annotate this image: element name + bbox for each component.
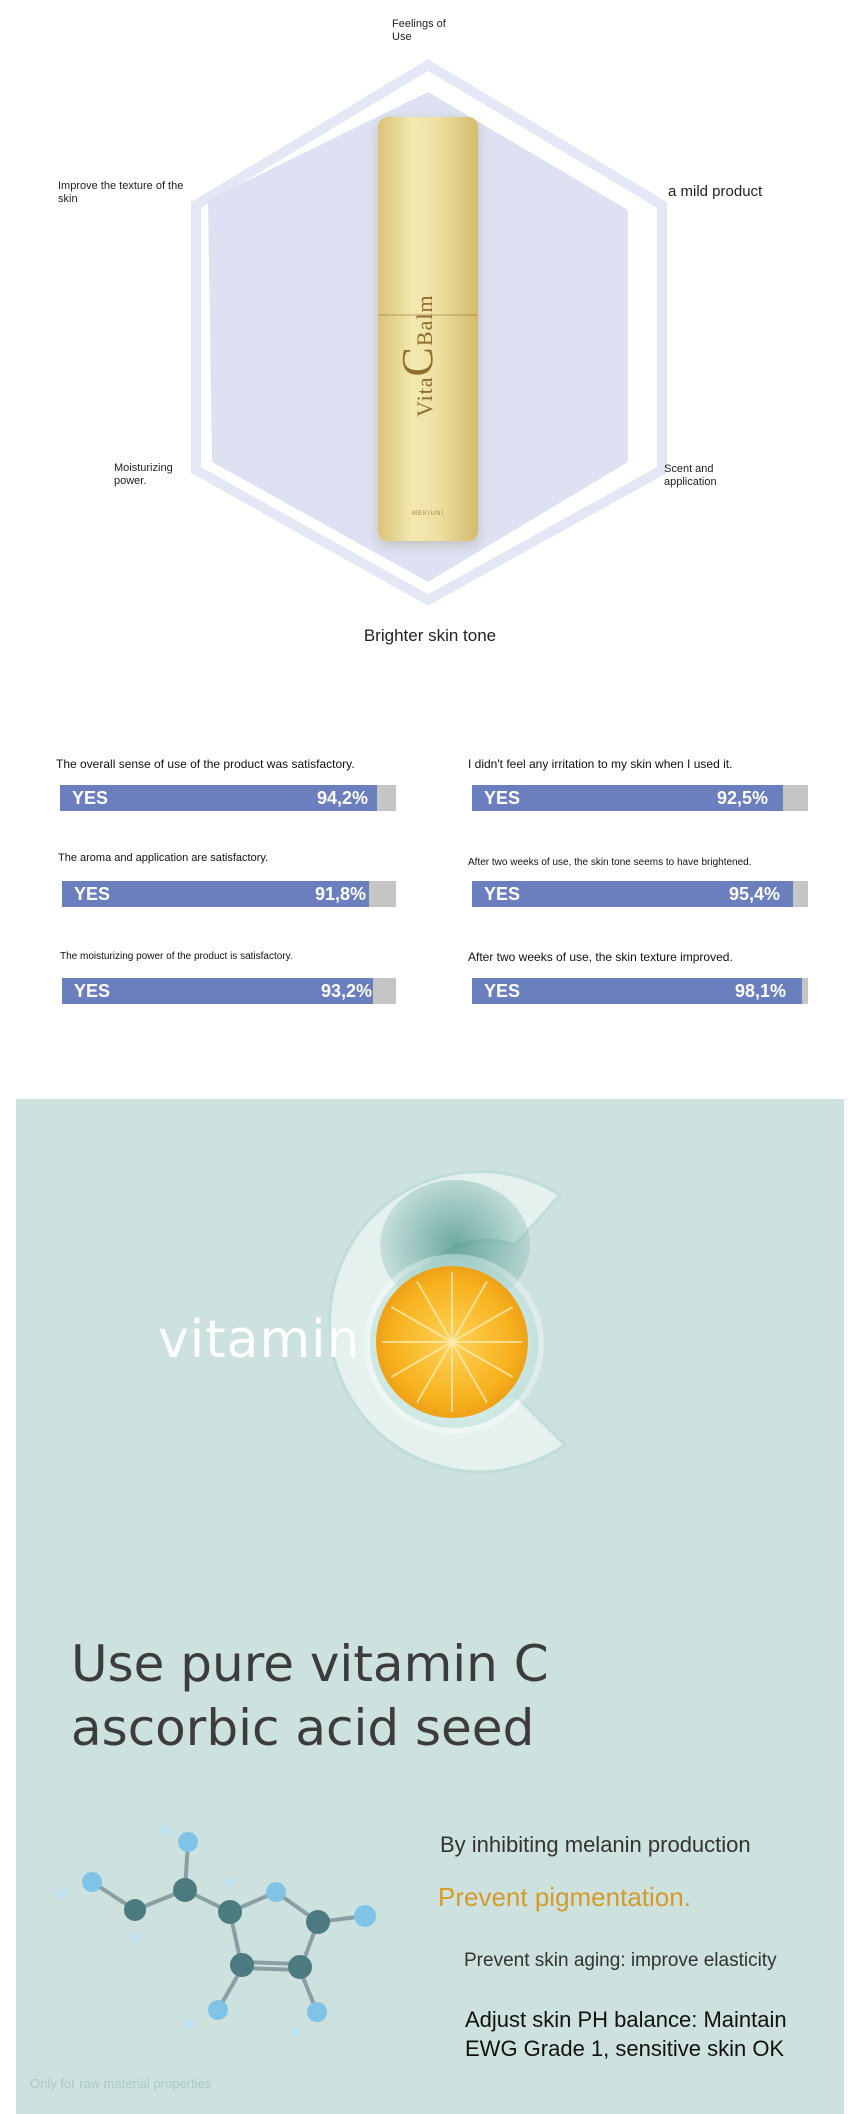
radar-label-bottom: Brighter skin tone: [363, 626, 497, 645]
survey-question-3: The aroma and application are satisfacto…: [58, 852, 269, 864]
product-brand: MEKIUNI: [411, 511, 444, 517]
survey-bar-fill-1: [60, 785, 377, 811]
product-name: VitaCBalm: [392, 294, 443, 417]
benefit-prevent-pigmentation: Prevent pigmentation.: [438, 1882, 691, 1912]
vitamin-headline: Use pure vitamin C ascorbic acid seed: [71, 1632, 549, 1760]
survey-answer-6: YES: [484, 981, 521, 1001]
survey-bar-fill-5: [62, 978, 374, 1004]
survey-question-6: After two weeks of use, the skin texture…: [468, 950, 733, 964]
survey-answer-1: YES: [72, 788, 109, 808]
benefit-prevent-aging: Prevent skin aging: improve elasticity: [464, 1950, 777, 1971]
survey-answer-2: YES: [484, 788, 521, 808]
ascorbic-acid-molecule-icon: [57, 1825, 376, 2037]
survey-bar-fill-2: [472, 785, 783, 811]
raw-material-caption: Only for raw material properties: [30, 2076, 212, 2091]
product-name-c: C: [393, 346, 442, 377]
headline-line-1: Use pure vitamin C: [71, 1635, 549, 1693]
survey-percent-5: 93,2%: [320, 981, 372, 1001]
survey-answer-5: YES: [74, 981, 111, 1001]
radar-label-top: Feelings of Use: [392, 18, 446, 43]
oxygen-atom: [82, 1872, 102, 1892]
survey-bar-fill-6: [472, 978, 802, 1004]
survey-bar-4: YES 95,4%: [472, 881, 808, 907]
survey-bar-1: YES 94,2%: [60, 785, 396, 811]
tube-cap-seam: [378, 314, 478, 316]
survey-question-5: The moisturizing power of the product is…: [60, 951, 293, 962]
radar-section: VitaCBalm MEKIUNI Feelings of Use a mild…: [0, 0, 860, 680]
survey-bar-6: YES 98,1%: [472, 978, 808, 1004]
radar-label-lower-right: Scent and application: [664, 463, 717, 488]
radar-label-right: a mild product: [668, 183, 763, 200]
survey-answer-4: YES: [484, 884, 521, 904]
radar-label-lower-left: Moisturizing power.: [114, 462, 173, 487]
survey-question-2: I didn't feel any irritation to my skin …: [468, 757, 733, 771]
survey-percent-3: 91,8%: [314, 884, 366, 904]
survey-bar-fill-3: [62, 881, 369, 907]
survey-answer-3: YES: [74, 884, 111, 904]
radar-label-upper-left: Improve the texture of the skin: [58, 180, 184, 205]
benefit-ph-balance: Adjust skin PH balance: Maintain EWG Gra…: [465, 2007, 787, 2061]
vitac-balm-product: VitaCBalm MEKIUNI: [378, 117, 478, 541]
survey-bar-5: YES 93,2%: [62, 978, 396, 1004]
product-name-part1: Vita: [412, 376, 437, 417]
benefit-inhibit-melanin: By inhibiting melanin production: [440, 1832, 751, 1857]
survey-bar-fill-4: [472, 881, 793, 907]
survey-bar-3: YES 91,8%: [62, 881, 396, 907]
survey-question-1: The overall sense of use of the product …: [56, 757, 355, 771]
vitamin-word: vitamin: [158, 1310, 361, 1370]
survey-percent-6: 98,1%: [734, 981, 786, 1001]
headline-line-2: ascorbic acid seed: [71, 1699, 535, 1757]
survey-percent-4: 95,4%: [728, 884, 780, 904]
product-name-part2: Balm: [412, 294, 437, 347]
survey-percent-2: 92,5%: [716, 788, 768, 808]
survey-bar-2: YES 92,5%: [472, 785, 808, 811]
survey-question-4: After two weeks of use, the skin tone se…: [468, 857, 752, 868]
survey-percent-1: 94,2%: [316, 788, 368, 808]
